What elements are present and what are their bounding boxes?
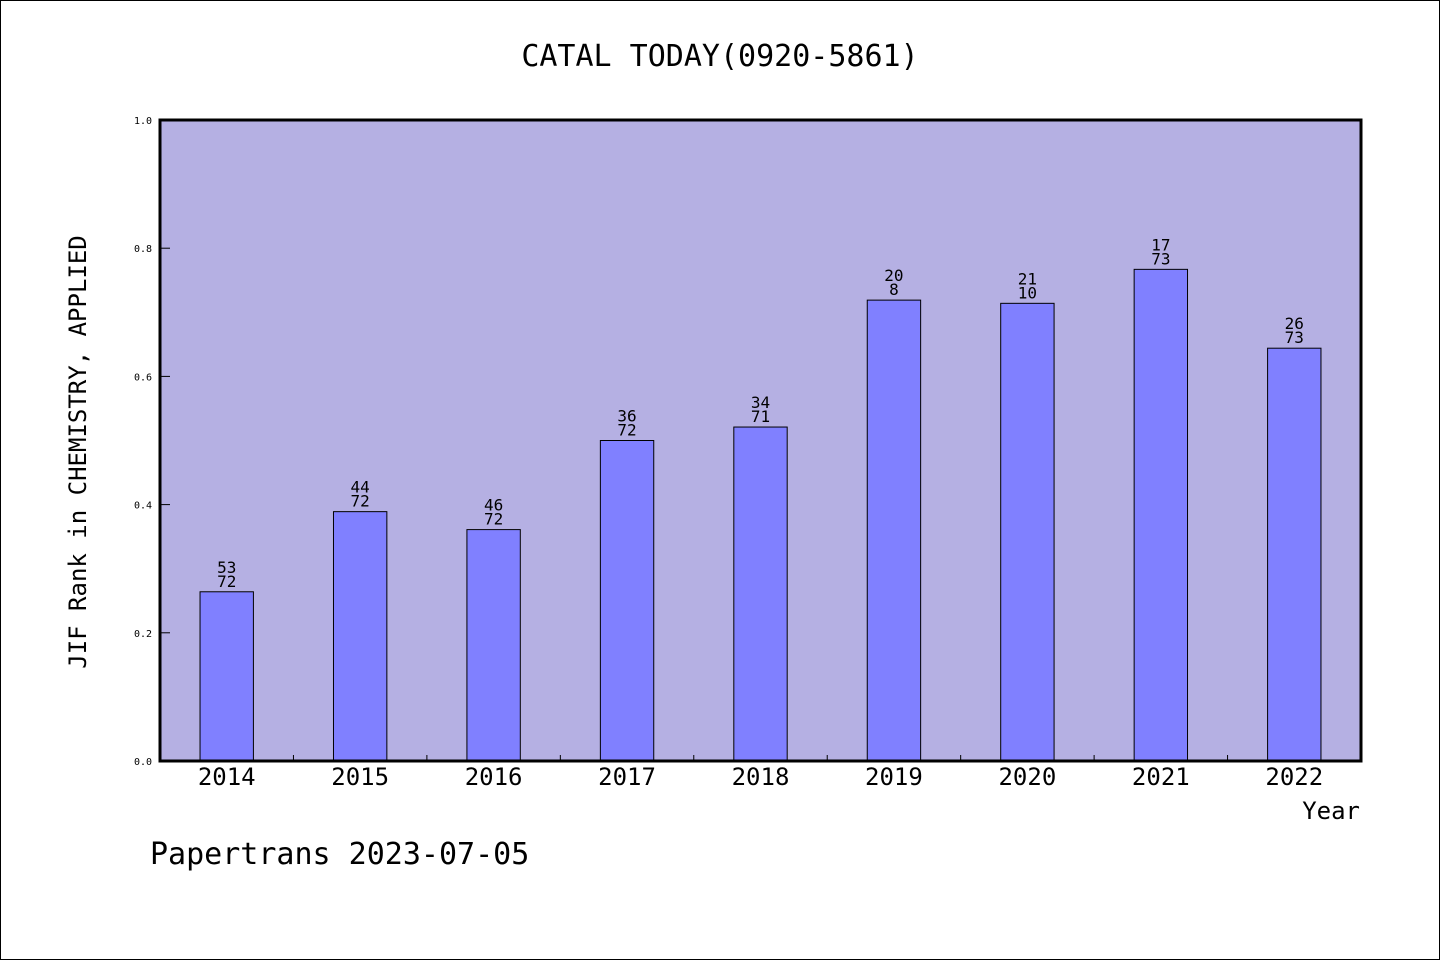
bar-2021 — [1133, 268, 1189, 762]
bar-label-total-2021: 73 — [1151, 249, 1170, 268]
x-tick-label-2015: 2015 — [331, 763, 389, 791]
bar-label-rank-2019: 20 — [884, 266, 903, 285]
bar-2020 — [1000, 302, 1055, 762]
bar-label-rank-2015: 44 — [351, 478, 370, 497]
bar-label-rank-2020: 21 — [1018, 269, 1037, 288]
bar-2015 — [332, 511, 388, 762]
bar-2017 — [599, 440, 655, 762]
bar-label-total-2017: 72 — [617, 421, 636, 440]
bar-2014 — [199, 591, 254, 762]
x-axis-ticks: 2014 2015 2016 2017 2018 2019 2020 2021 2022 — [198, 755, 1323, 791]
x-tick-label-2020: 2020 — [998, 763, 1056, 791]
x-tick-label-2019: 2019 — [865, 763, 923, 791]
bar-2022 — [1267, 347, 1322, 762]
chart-title: CATAL TODAY(0920-5861) — [521, 39, 918, 74]
bar-label-total-2014: 72 — [217, 572, 236, 591]
y-axis-label: JIF Rank in CHEMISTRY, APPLIED — [64, 235, 92, 668]
x-tick-label-2014: 2014 — [198, 763, 256, 791]
x-tick-label-2021: 2021 — [1132, 763, 1190, 791]
y-tick-label-0.2: 0.2 — [134, 629, 152, 640]
bar-label-total-2016: 72 — [484, 510, 503, 529]
x-tick-label-2016: 2016 — [465, 763, 523, 791]
y-tick-label-0.4: 0.4 — [134, 501, 152, 512]
plot-border — [158, 118, 1363, 763]
bar-label-rank-2018: 34 — [751, 393, 770, 412]
bar-label-total-2019: 8 — [889, 280, 899, 299]
x-tick-label-2017: 2017 — [598, 763, 656, 791]
y-tick-label-0.6: 0.6 — [134, 372, 152, 383]
y-tick-label-0.8: 0.8 — [134, 244, 152, 255]
bar-label-rank-2014: 53 — [217, 558, 236, 577]
bar-2019 — [866, 299, 922, 762]
bar-label-total-2022: 73 — [1285, 328, 1304, 347]
bar-label-total-2018: 71 — [751, 407, 770, 426]
bar-label-rank-2022: 26 — [1285, 314, 1304, 333]
x-tick-label-2018: 2018 — [732, 763, 790, 791]
bars-group — [199, 268, 1322, 762]
bar-label-rank-2021: 17 — [1151, 235, 1170, 254]
y-tick-label-1.0: 1.0 — [134, 116, 152, 127]
y-axis-ticks: 0.0 0.2 0.4 0.6 0.8 1.0 — [134, 116, 170, 768]
bar-label-rank-2017: 36 — [617, 407, 636, 426]
y-tick-label-0.0: 0.0 — [134, 757, 152, 768]
x-axis-label: Year — [1302, 797, 1360, 825]
bar-label-total-2020: 10 — [1018, 283, 1037, 302]
bar-2016 — [466, 529, 521, 762]
bar-2018 — [733, 426, 788, 762]
footer-credit: Papertrans 2023-07-05 — [150, 837, 529, 872]
x-tick-label-2022: 2022 — [1265, 763, 1323, 791]
bar-label-total-2015: 72 — [351, 492, 370, 511]
bar-label-rank-2016: 46 — [484, 496, 503, 515]
